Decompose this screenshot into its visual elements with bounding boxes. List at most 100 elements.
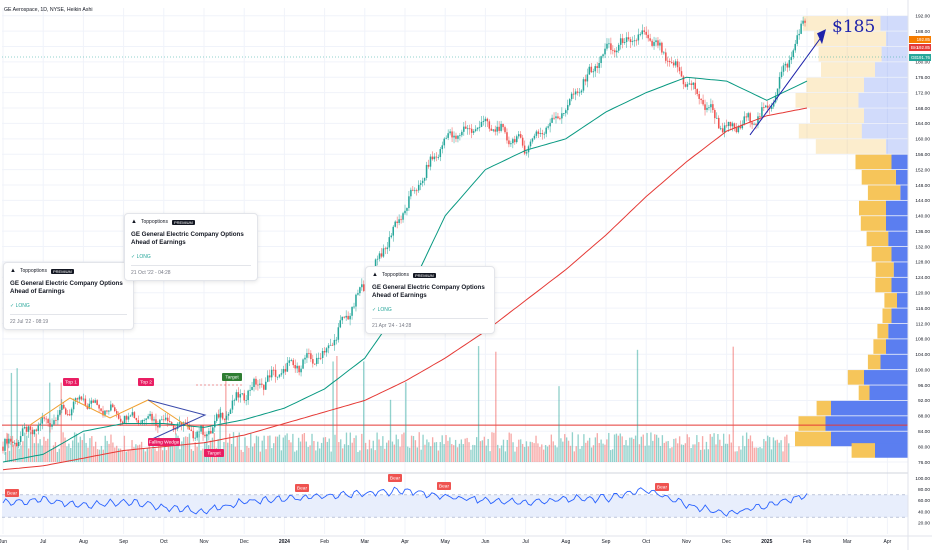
candle-body <box>537 131 540 134</box>
volume-bar <box>420 449 422 462</box>
x-tick-label: Jun <box>0 539 7 545</box>
volume-profile-bar-up <box>798 416 826 431</box>
volume-bar <box>313 441 315 462</box>
volume-bar <box>273 443 275 462</box>
volume-bar <box>431 437 434 462</box>
candle-body <box>572 93 575 95</box>
candle-body <box>694 82 696 90</box>
candle-body <box>84 398 87 406</box>
volume-profile-bar-up <box>815 139 886 154</box>
idea-card-1[interactable]: ▲ Toppoptions PREMIUM GE General Electric … <box>3 262 134 330</box>
volume-bar <box>219 408 221 462</box>
candle-body <box>651 40 653 46</box>
price-badge-mid-bg <box>909 44 931 51</box>
volume-bar <box>135 444 137 462</box>
volume-bar <box>489 451 491 462</box>
volume-bar <box>567 440 570 462</box>
candle-body <box>735 127 738 133</box>
candle-body <box>776 88 779 96</box>
candle-body <box>488 121 491 129</box>
volume-bar <box>680 444 683 462</box>
volume-bar <box>357 451 359 462</box>
candle-body <box>716 117 718 119</box>
volume-bar <box>75 433 78 462</box>
volume-bar <box>29 432 32 462</box>
idea-card-3[interactable]: ▲ Toppoptions PREMIUM GE General Electric … <box>365 266 495 334</box>
volume-bar <box>255 435 258 462</box>
volume-bar <box>655 434 658 462</box>
volume-profile-bar-down <box>825 416 908 431</box>
candle-body <box>251 386 253 390</box>
idea-title: GE General Electric Company Options Ahea… <box>10 280 123 295</box>
volume-bar <box>125 451 127 462</box>
idea-card-2[interactable]: ▲ Toppoptions PREMIUM GE General Electric … <box>124 213 258 281</box>
candle-body <box>680 71 683 77</box>
candle-body <box>555 116 557 119</box>
volume-bar <box>163 446 166 462</box>
falling-wedge-label: Falling Wedge <box>149 440 180 446</box>
candle-body <box>727 121 730 126</box>
candle-body <box>633 40 636 42</box>
candle-body <box>606 43 608 49</box>
volume-bar <box>636 349 639 462</box>
candle-body <box>704 104 706 110</box>
candle-body <box>476 127 479 130</box>
candle-body <box>627 37 630 40</box>
volume-profile-bar-up <box>814 31 886 47</box>
volume-bar <box>160 443 162 462</box>
volume-bar <box>148 440 150 462</box>
candle-body <box>563 113 565 114</box>
volume-bar <box>437 450 440 462</box>
candle-body <box>686 84 689 87</box>
candle-body <box>657 40 659 46</box>
candle-body <box>521 137 524 146</box>
x-tick-label: Sep <box>119 539 128 545</box>
volume-bar <box>684 443 687 462</box>
candle-body <box>682 76 685 85</box>
volume-bar <box>22 441 24 462</box>
volume-profile-bar-down <box>893 262 908 277</box>
volume-bar <box>678 436 681 462</box>
candle-body <box>431 156 434 160</box>
candle-body <box>306 353 308 358</box>
candle-body <box>406 208 408 211</box>
volume-bar <box>399 446 401 462</box>
candle-body <box>763 107 765 108</box>
volume-bar <box>608 432 610 462</box>
candle-body <box>253 378 255 387</box>
x-tick-label: Aug <box>561 539 570 545</box>
candle-body <box>723 125 726 133</box>
candle-body <box>617 44 620 51</box>
volume-bar <box>334 434 336 462</box>
candle-body <box>265 381 267 390</box>
volume-profile-bar-down <box>861 123 908 139</box>
volume-bar <box>688 437 690 462</box>
volume-profile-bar-down <box>864 77 908 93</box>
brand-icon: ▲ <box>10 267 16 274</box>
candle-body <box>608 43 610 45</box>
candle-body <box>784 63 787 66</box>
candle-body <box>278 374 281 377</box>
idea-direction: ✓ LONG <box>10 303 30 309</box>
volume-bar <box>407 446 409 462</box>
y-tick-label: 160.00 <box>915 137 930 143</box>
candle-body <box>290 360 293 361</box>
top1-label-bg <box>63 378 79 386</box>
rsi-tick-label: 60.00 <box>918 498 930 504</box>
volume-bar <box>374 450 376 462</box>
volume-bar <box>81 440 83 462</box>
candle-body <box>131 412 134 416</box>
volume-bar <box>512 442 514 462</box>
candle-body <box>698 94 700 99</box>
candle-body <box>45 418 47 420</box>
volume-bar <box>276 436 279 462</box>
candle-body <box>14 442 16 444</box>
candle-body <box>327 345 330 349</box>
volume-bar <box>179 449 181 462</box>
candle-body <box>219 412 222 418</box>
candle-body <box>582 79 585 91</box>
candle-body <box>227 413 230 416</box>
volume-bar <box>49 382 51 462</box>
volume-bar <box>508 432 510 462</box>
volume-bar <box>782 451 784 462</box>
